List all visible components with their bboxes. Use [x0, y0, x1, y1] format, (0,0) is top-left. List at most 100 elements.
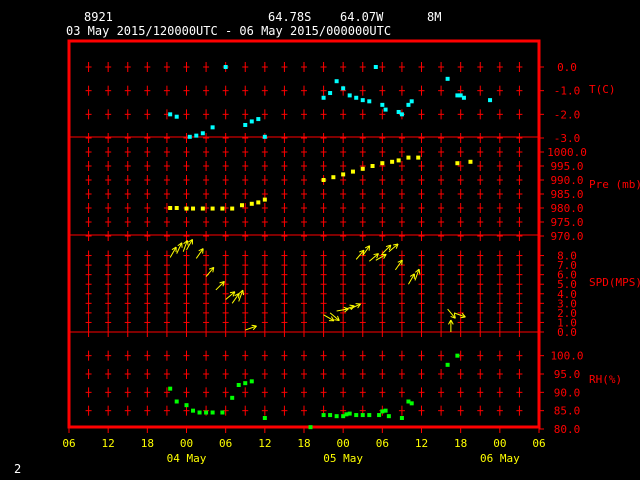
wind-arrow-head	[460, 316, 466, 319]
wind-arrow-head	[409, 273, 415, 277]
wind-arrow	[231, 293, 240, 304]
rh-point	[377, 413, 382, 418]
rh-point	[406, 399, 411, 404]
pressure-point	[370, 164, 375, 168]
x-tick-label: 00	[180, 437, 193, 450]
wind-arrow-head	[368, 245, 371, 251]
y-tick-label: 970.0	[550, 230, 583, 243]
page-number: 2	[14, 462, 22, 476]
y-tick-label: 6.0	[557, 269, 577, 282]
wind-arrow-head	[183, 240, 188, 245]
y-tick-label: 5.0	[557, 278, 577, 291]
wind-arrow	[238, 289, 244, 302]
y-tick-label: 995.0	[550, 160, 583, 173]
wind-arrow-head	[383, 254, 387, 259]
wind-arrow-head	[349, 304, 355, 307]
wind-arrow-head	[357, 303, 361, 309]
wind-arrow	[245, 325, 257, 331]
pressure-point	[220, 206, 225, 211]
time-period: 03 May 2015/120000UTC - 06 May 2015/0000…	[66, 24, 392, 38]
wind-arrow-head	[334, 319, 340, 322]
wind-arrow	[414, 268, 420, 281]
wind-arrow-head	[251, 324, 257, 327]
y-tick-label: 80.0	[554, 423, 581, 436]
pressure-point	[191, 206, 196, 211]
wind-arrow-head	[373, 253, 379, 256]
y-tick-label: 100.0	[550, 350, 583, 363]
rh-point	[249, 379, 254, 384]
pressure-point	[239, 203, 244, 208]
pressure-point	[390, 159, 395, 164]
wind-arrow-head	[234, 293, 240, 297]
rh-point	[409, 401, 414, 406]
x-tick-label: 12	[102, 437, 115, 450]
x-date-label: 06 May	[480, 452, 520, 465]
rh-point	[380, 409, 385, 414]
pressure-point	[341, 172, 346, 177]
pressure-point	[200, 206, 205, 211]
temp-point	[168, 112, 173, 117]
y-tick-label: 3.0	[557, 297, 577, 310]
y-tick-label: 2.0	[557, 307, 577, 320]
rh-point	[383, 408, 388, 413]
pressure-point	[331, 175, 336, 180]
wind-arrow-head	[450, 319, 454, 325]
wind-arrow-head	[242, 290, 245, 296]
wind-arrow-head	[171, 246, 177, 251]
wind-arrow	[381, 244, 392, 254]
temp-point	[373, 65, 378, 69]
temp-point	[249, 119, 254, 124]
wind-arrow-head	[187, 239, 193, 243]
panel-title: SPD(MPS)	[589, 276, 640, 289]
wind-arrow-head	[450, 315, 456, 319]
rh-point	[204, 410, 209, 415]
wind-arrow-head	[453, 313, 456, 319]
temp-point	[396, 109, 401, 114]
wind-arrow-head	[388, 245, 392, 251]
wind-arrow	[408, 273, 415, 285]
panel-title: Pre (mb)	[589, 178, 640, 191]
temp-point	[488, 98, 493, 103]
wind-arrow	[169, 246, 177, 258]
wind-arrow	[355, 249, 365, 260]
wind-arrow-head	[238, 289, 244, 294]
wind-arrow-head	[208, 266, 214, 270]
pressure-point	[468, 159, 473, 164]
temp-point	[445, 76, 450, 81]
x-tick-label: 18	[454, 437, 467, 450]
pressure-point	[416, 155, 421, 160]
rh-point	[197, 410, 202, 415]
x-tick-label: 12	[415, 437, 428, 450]
wind-arrow-head	[252, 325, 257, 331]
wind-arrow-head	[232, 291, 236, 297]
y-tick-label: 4.0	[557, 288, 577, 301]
wind-arrow-head	[337, 315, 340, 321]
y-tick-label: 0.0	[557, 326, 577, 339]
wind-arrow	[225, 291, 236, 300]
temp-point	[406, 102, 411, 107]
x-date-label: 05 May	[323, 452, 363, 465]
wind-arrow	[362, 245, 371, 256]
temp-point	[210, 125, 215, 130]
rh-point	[445, 362, 450, 367]
temp-point	[367, 99, 372, 104]
pressure-point	[350, 169, 355, 174]
x-tick-label: 18	[141, 437, 154, 450]
rh-point	[334, 414, 339, 419]
x-tick-label: 00	[493, 437, 506, 450]
x-tick-label: 06	[219, 437, 232, 450]
wind-arrow-head	[376, 253, 379, 259]
wind-arrow	[342, 305, 355, 311]
pressure-point	[262, 197, 267, 202]
rh-point	[360, 413, 365, 418]
rh-point	[184, 403, 189, 408]
temp-point	[334, 79, 339, 84]
x-tick-label: 06	[62, 437, 75, 450]
temp-point	[243, 122, 248, 127]
wind-arrow-head	[222, 281, 225, 287]
panel-title: RH(%)	[589, 373, 622, 386]
wind-arrow	[349, 303, 361, 310]
temp-point	[458, 93, 463, 98]
wind-arrow-head	[448, 319, 452, 325]
wind-arrow-head	[364, 245, 370, 249]
